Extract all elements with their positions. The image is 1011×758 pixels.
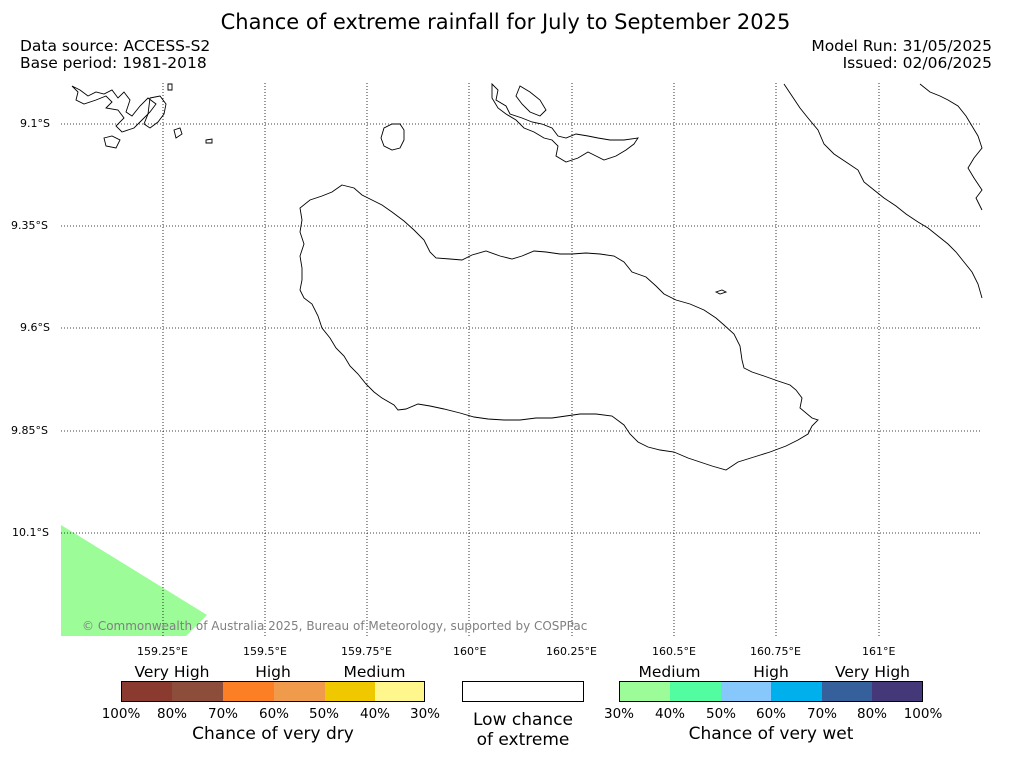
longitude-label: 159.5°E [243,645,287,658]
dry-group-label: High [255,663,291,681]
islet-coastline [380,123,405,151]
longitude-label: 160.75°E [750,645,801,658]
russell-islands-coastline [71,85,157,133]
dry-swatch [121,681,172,702]
wet-group-label: Very High [834,663,911,681]
dry-swatch [223,681,274,702]
low-chance-swatch [462,681,584,702]
wet-swatch [822,681,872,702]
wet-swatch [670,681,721,702]
florida-islands-coastline [491,82,639,163]
dry-swatch [172,681,223,702]
data-source: Data source: ACCESS-S2 [20,37,211,55]
coastlines [71,82,983,471]
malaita-north-coastline [919,83,983,211]
guadalcanal-coastline [299,184,819,471]
wet-swatch [721,681,771,702]
low-chance-label: Low chance of extreme [443,710,603,750]
dry-tick: 40% [359,706,390,722]
wet-tick: 60% [755,706,786,722]
dry-tick: 60% [258,706,289,722]
wet-swatch [771,681,822,702]
wet-tick: 40% [654,706,685,722]
dry-swatch [274,681,325,702]
low-chance-line: Low chance [473,710,573,730]
wet-colorbar-border [619,681,923,702]
base-period: Base period: 1981-2018 [20,54,207,72]
dry-tick: 80% [156,706,187,722]
wet-tick: 80% [856,706,887,722]
latitude-label: 9.1°S [20,117,50,130]
malaita-coastline [783,83,983,299]
dry-swatch [375,681,425,702]
longitude-label: 160°E [453,645,487,658]
dry-colorbar-border [121,681,425,702]
source-info: Data source: ACCESS-S2 Base period: 1981… [20,38,210,72]
wet-tick: 50% [705,706,736,722]
latitude-label: 9.6°S [20,321,50,334]
islet-coastline [205,138,213,144]
islet-coastline [714,289,728,295]
wet-tick: 100% [903,706,943,722]
dry-tick: 100% [101,706,141,722]
wet-group-label: Medium [638,663,701,681]
longitude-label: 160.5°E [652,645,696,658]
wet-group-label: High [753,663,789,681]
dry-group-label: Medium [343,663,406,681]
model-run: Model Run: 31/05/2025 [811,37,992,55]
dry-tick: 30% [409,706,440,722]
run-info: Model Run: 31/05/2025 Issued: 02/06/2025 [811,38,992,72]
wet-tick: 30% [603,706,634,722]
dry-tick: 50% [308,706,339,722]
issued-date: Issued: 02/06/2025 [842,54,992,72]
wet-swatch [872,681,923,702]
copyright-notice: © Commonwealth of Australia 2025, Bureau… [82,619,588,633]
latitude-label: 9.85°S [11,424,48,437]
map-title: Chance of extreme rainfall for July to S… [220,10,791,34]
rainfall-probability-area [61,525,207,636]
longitude-label: 161°E [862,645,896,658]
islet-coastline [167,83,173,91]
graticule [61,83,982,636]
florida-inner-coastline [515,85,547,117]
wet-swatch [619,681,670,702]
islet-coastline [103,135,121,149]
russell-east-coastline [143,95,167,129]
dry-tick: 70% [207,706,238,722]
longitude-label: 159.75°E [341,645,392,658]
latitude-label: 9.35°S [11,219,48,232]
wet-tick: 70% [806,706,837,722]
dry-legend-title: Chance of very dry [192,724,354,744]
dry-swatch [325,681,375,702]
low-chance-line: of extreme [476,730,570,750]
wet-legend-title: Chance of very wet [688,724,854,744]
longitude-label: 159.25°E [137,645,188,658]
islet-coastline [173,127,183,139]
latitude-label: 10.1°S [12,526,49,539]
dry-group-label: Very High [134,663,210,681]
longitude-label: 160.25°E [546,645,597,658]
